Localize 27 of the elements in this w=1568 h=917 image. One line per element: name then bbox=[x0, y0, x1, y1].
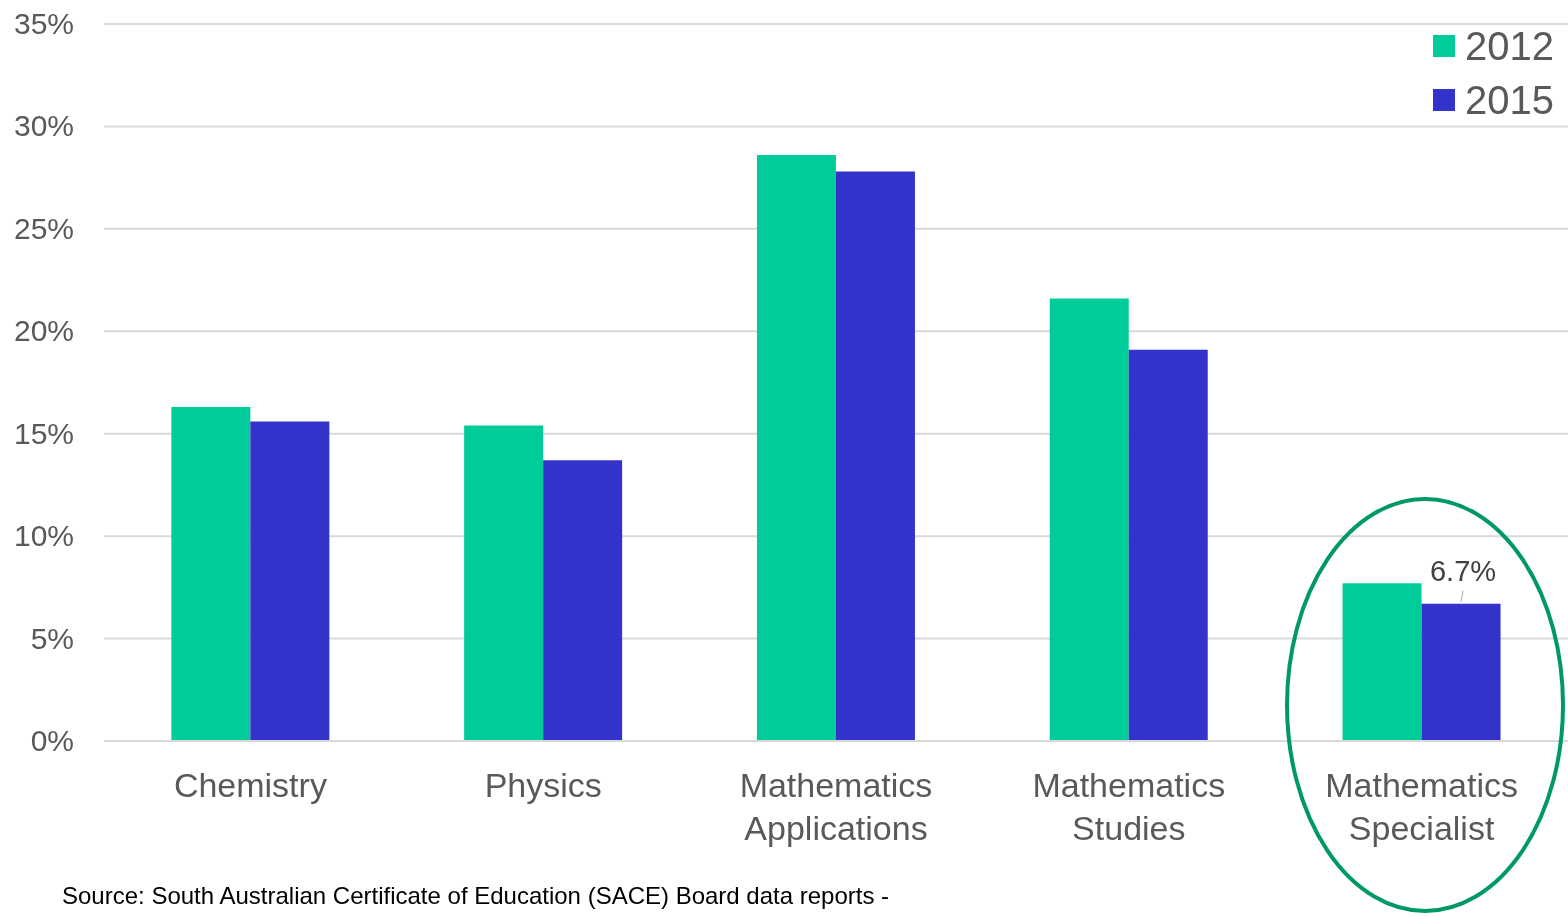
x-tick-label: Chemistry bbox=[173, 766, 327, 804]
bar bbox=[1342, 583, 1422, 741]
x-tick-label: Physics bbox=[484, 766, 602, 804]
data-label: 6.7% bbox=[1429, 554, 1497, 587]
x-tick-label: Mathematics Studies bbox=[1032, 766, 1226, 847]
y-tick-label: 5% bbox=[30, 621, 74, 655]
bar bbox=[171, 407, 251, 741]
y-tick-label: 25% bbox=[13, 211, 74, 245]
x-tick-label: Mathematics Applications bbox=[739, 766, 933, 847]
y-tick-label: 15% bbox=[13, 416, 74, 450]
bar bbox=[1128, 349, 1208, 741]
bar bbox=[250, 421, 330, 741]
bar bbox=[543, 460, 623, 741]
source-note: Source: South Australian Certificate of Education (SACE) Board data reports - bbox=[62, 882, 890, 910]
legend-label: 2015 bbox=[1465, 77, 1554, 123]
y-tick-label: 10% bbox=[13, 519, 74, 553]
bar bbox=[1049, 298, 1129, 741]
y-tick-label: 20% bbox=[13, 314, 74, 348]
y-tick-label: 30% bbox=[13, 109, 74, 143]
y-tick-label: 35% bbox=[13, 7, 74, 40]
bar bbox=[835, 171, 915, 741]
bar bbox=[464, 425, 544, 741]
x-tick-label: Mathematics Specialist bbox=[1325, 766, 1518, 847]
y-tick-label: 0% bbox=[30, 724, 74, 757]
bar bbox=[756, 155, 836, 741]
bar bbox=[1421, 603, 1501, 741]
legend-label: 2012 bbox=[1465, 23, 1554, 69]
